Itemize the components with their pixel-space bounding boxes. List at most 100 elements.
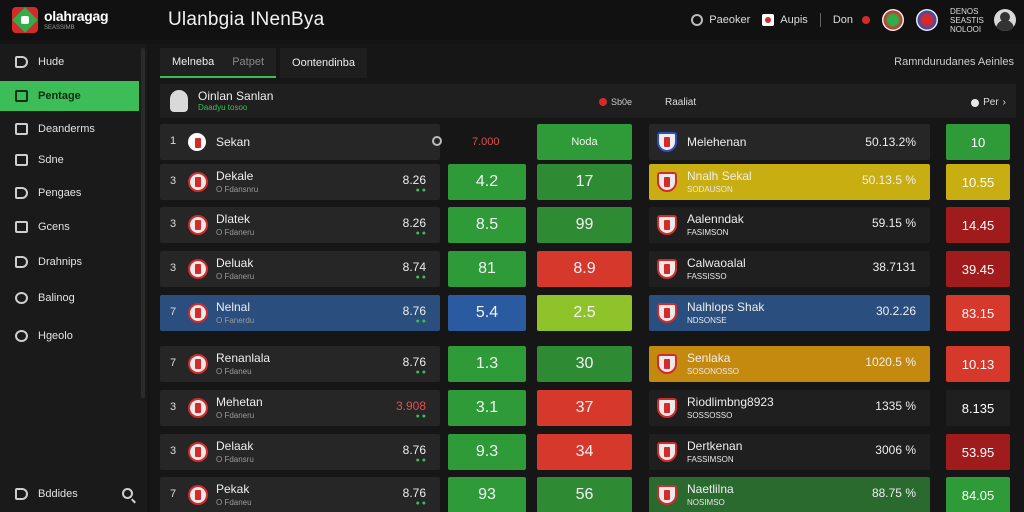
season-badge: DENOS SEASTIS NOLOOI xyxy=(950,6,984,34)
stat-cell-2[interactable]: 8.9 xyxy=(537,251,632,287)
profile-button[interactable]: Paeoker xyxy=(691,14,750,26)
sidebar-item-games[interactable]: Gcens xyxy=(0,212,139,242)
top-bar: olahragag SEASSIMB Ulanbgia INenBya Paeo… xyxy=(0,0,1024,40)
stat-cell-1[interactable]: 81 xyxy=(448,251,526,287)
stat-cell-2[interactable]: 34 xyxy=(537,434,632,470)
sidebar-item-label: Gcens xyxy=(38,221,70,233)
sidebar-item-betting[interactable]: Balinog xyxy=(0,283,139,313)
sidebar-item-ranking[interactable]: Pentage xyxy=(0,81,139,111)
team-subtitle: NDSONSE xyxy=(687,316,727,325)
ranking-row[interactable]: Calwaoalal FASSISSO 38.7131 xyxy=(649,251,930,287)
sidebar-scrollbar[interactable] xyxy=(141,48,145,398)
ranking-row[interactable]: Dertkenan FASSIMSON 3006 % xyxy=(649,434,930,470)
sidebar-item-calendar[interactable]: Deanderms xyxy=(0,114,139,144)
score-trend-icon: ● ● xyxy=(415,274,426,281)
stat-cell-2[interactable]: 56 xyxy=(537,477,632,512)
stat-cell-1[interactable]: 4.2 xyxy=(448,164,526,200)
topbar-divider xyxy=(819,13,821,27)
stat-cell-2[interactable]: 30 xyxy=(537,346,632,382)
stat-cell-1[interactable]: 3.1 xyxy=(448,390,526,426)
team-name: Pekak xyxy=(216,482,250,496)
stat-cell-1[interactable]: 8.5 xyxy=(448,207,526,243)
live-button[interactable]: Don xyxy=(833,14,870,26)
value-cell[interactable]: 10.13 xyxy=(946,346,1010,382)
sidebar-item-stats[interactable]: Sdne xyxy=(0,145,139,175)
sidebar-item-players[interactable]: Pengaes xyxy=(0,178,139,208)
value-cell[interactable]: 83.15 xyxy=(946,295,1010,331)
value-cell[interactable]: 39.45 xyxy=(946,251,1010,287)
team-subtitle: FASIMSON xyxy=(687,228,729,237)
table-row[interactable]: 3 Delaak O Fdansru 8.76 ● ● xyxy=(160,434,440,470)
team-subtitle: SOSSOSSO xyxy=(687,411,733,420)
table-row[interactable]: 7 Nelnal O Fanerdu 8.76 ● ● xyxy=(160,295,440,331)
user-avatar[interactable] xyxy=(994,9,1016,31)
team-crest-icon xyxy=(188,133,206,151)
value-cell[interactable]: 14.45 xyxy=(946,207,1010,243)
table-row[interactable]: 3 Mehetan O Fdaneru 3.908 ● ● xyxy=(160,390,440,426)
score-trend-icon: ● ● xyxy=(415,457,426,464)
search-icon[interactable] xyxy=(122,488,133,499)
ranking-row[interactable]: Aalenndak FASIMSON 59.15 % xyxy=(649,207,930,243)
info-icon[interactable] xyxy=(432,136,442,146)
table-row[interactable]: 3 Dlatek O Fdaneru 8.26 ● ● xyxy=(160,207,440,243)
stat-cell-1[interactable]: 5.4 xyxy=(448,295,526,331)
stat-cell-1[interactable]: 93 xyxy=(448,477,526,512)
apps-button[interactable]: Aupis xyxy=(762,14,808,26)
filter-dropdown[interactable]: Ramndurudanes Aeinles xyxy=(894,56,1014,68)
team-name: Nalhlops Shak xyxy=(687,300,765,314)
stat-cell-2[interactable]: 99 xyxy=(537,207,632,243)
right-header-row[interactable]: Melehenan 50.13.2% xyxy=(649,124,930,160)
sidebar-item-settings[interactable]: Hgeolo xyxy=(0,321,139,351)
sidebar-item-drafts[interactable]: Drahnips xyxy=(0,247,139,277)
stat-cell-1[interactable]: 1.3 xyxy=(448,346,526,382)
value-cell[interactable]: 53.95 xyxy=(946,434,1010,470)
team-name: Melehenan xyxy=(687,135,747,149)
ranking-row[interactable]: Riodlimbng8923 SOSSOSSO 1335 % xyxy=(649,390,930,426)
live-button-label: Don xyxy=(832,14,853,26)
sidebar-footer[interactable]: Bddides xyxy=(0,476,147,512)
stat-cell-2[interactable]: 2.5 xyxy=(537,295,632,331)
ranking-row[interactable]: Naetlilna NOSIMSO 88.75 % xyxy=(649,477,930,512)
team-crest-icon xyxy=(657,215,677,235)
table-header-row[interactable]: 1 Sekan xyxy=(160,124,440,160)
team-score: 59.15 % xyxy=(871,216,916,230)
header-score: 7.000 xyxy=(472,136,500,148)
stat-cell-1[interactable]: 9.3 xyxy=(448,434,526,470)
power-icon xyxy=(691,14,704,26)
table-row[interactable]: 7 Renanlala O Fdaneu 8.76 ● ● xyxy=(160,346,440,382)
header-cell[interactable]: Noda xyxy=(537,124,632,160)
tab-bar: Melneba Patpet Oontendinba xyxy=(160,48,368,78)
team-flag-icon[interactable] xyxy=(882,9,904,31)
ranking-row[interactable]: Senlaka SOSONOSSO 1020.5 % xyxy=(649,346,930,382)
value-cell[interactable]: 84.05 xyxy=(946,477,1010,512)
value-cell[interactable]: 10 xyxy=(946,124,1010,160)
sidebar-item-label: Hude xyxy=(38,56,65,68)
sidebar-item-home[interactable]: Hude xyxy=(0,47,139,77)
gear-icon xyxy=(15,330,28,342)
team-subtitle: NOSIMSO xyxy=(687,498,725,507)
team-subtitle: O Fdaneu xyxy=(216,498,252,507)
table-row[interactable]: 3 Deluak O Fdaneru 8.74 ● ● xyxy=(160,251,440,287)
team-crest-icon xyxy=(657,398,677,418)
ranking-row[interactable]: Nnalh Sekal SODAUSON 50.13.5 % xyxy=(649,164,930,200)
team-subtitle: O Fanerdu xyxy=(216,316,255,325)
team-subtitle: O Fdaneru xyxy=(216,411,255,420)
ranking-row[interactable]: Nalhlops Shak NDSONSE 30.2.26 xyxy=(649,295,930,331)
app-logo[interactable]: olahragag SEASSIMB xyxy=(0,7,150,33)
sort-control[interactable]: Sb0e xyxy=(596,97,632,107)
stat-cell-2[interactable]: 37 xyxy=(537,390,632,426)
value-cell[interactable]: 8.135 xyxy=(946,390,1010,426)
tab-contenders[interactable]: Oontendinba xyxy=(280,48,368,78)
stat-cell-2[interactable]: 17 xyxy=(537,164,632,200)
team-crest-icon xyxy=(657,442,677,462)
table-row[interactable]: 3 Dekale O Fdansnru 8.26 ● ● xyxy=(160,164,440,200)
league-flag-icon[interactable] xyxy=(916,9,938,31)
sidebar-item-label: Balinog xyxy=(38,292,75,304)
player-avatar xyxy=(170,90,188,112)
tab-members[interactable]: Melneba Patpet xyxy=(160,48,277,78)
per-dropdown[interactable]: Per › xyxy=(971,97,1006,108)
tab-label: Melneba xyxy=(172,56,215,68)
team-name: Sekan xyxy=(216,135,251,149)
value-cell[interactable]: 10.55 xyxy=(946,164,1010,200)
table-row[interactable]: 7 Pekak O Fdaneu 8.76 ● ● xyxy=(160,477,440,512)
